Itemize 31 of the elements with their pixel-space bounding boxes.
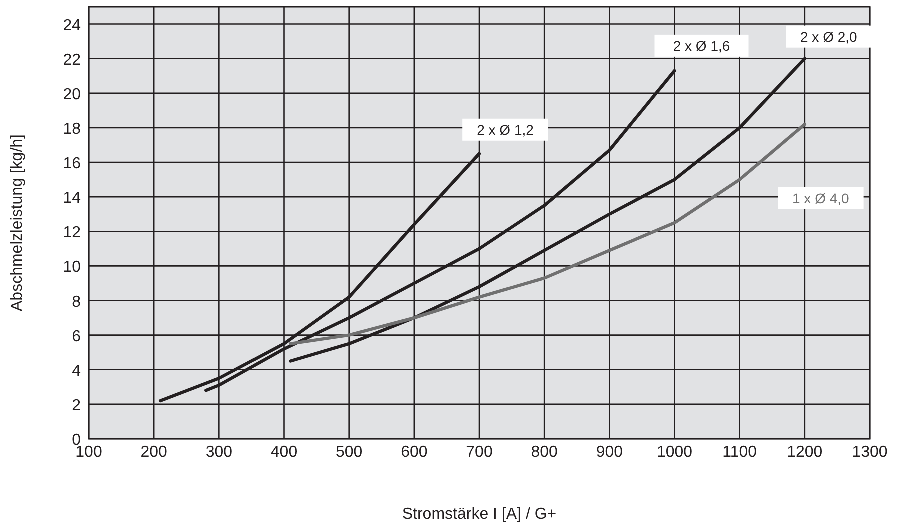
y-tick-label: 14 [63,190,82,208]
x-tick-label: 900 [596,444,624,461]
x-tick-label: 600 [401,444,428,461]
text: 1 x Ø 4,0 [792,190,850,207]
x-tick-label: 300 [206,444,233,461]
y-tick-label: 6 [72,328,82,346]
x-tick-label: 1100 [722,444,758,461]
y-tick-label: 24 [63,17,82,34]
x-tick-label: 200 [140,444,168,461]
y-tick-label: 4 [72,362,82,380]
x-tick-label: 400 [270,444,298,461]
y-tick-label: 16 [63,156,82,173]
x-tick-label: 700 [466,444,493,461]
y-tick-label: 10 [63,259,82,276]
x-axis-title: Stromstärke I [A] / G+ [402,506,557,523]
series-label: 2 x Ø 1,6 [673,38,730,54]
y-tick-label: 8 [72,294,82,311]
y-tick-label: 2 [72,397,82,414]
y-tick-label: 20 [63,86,82,104]
x-tick-label: 500 [336,444,363,461]
y-axis-title: Abschmelzleistung [kg/h] [9,134,26,312]
x-tick-label: 100 [76,444,102,461]
x-tick-label: 1200 [787,444,823,461]
y-tick-label: 18 [63,120,82,138]
y-tick-label: 22 [63,52,82,69]
series-label: 2 x Ø 2,0 [800,28,858,45]
x-tick-label: 1300 [852,444,888,461]
x-tick-label: 800 [531,444,558,461]
series-label: 2 x Ø 1,2 [477,122,534,138]
y-tick-label: 12 [63,224,82,242]
x-tick-label: 1000 [656,444,693,461]
